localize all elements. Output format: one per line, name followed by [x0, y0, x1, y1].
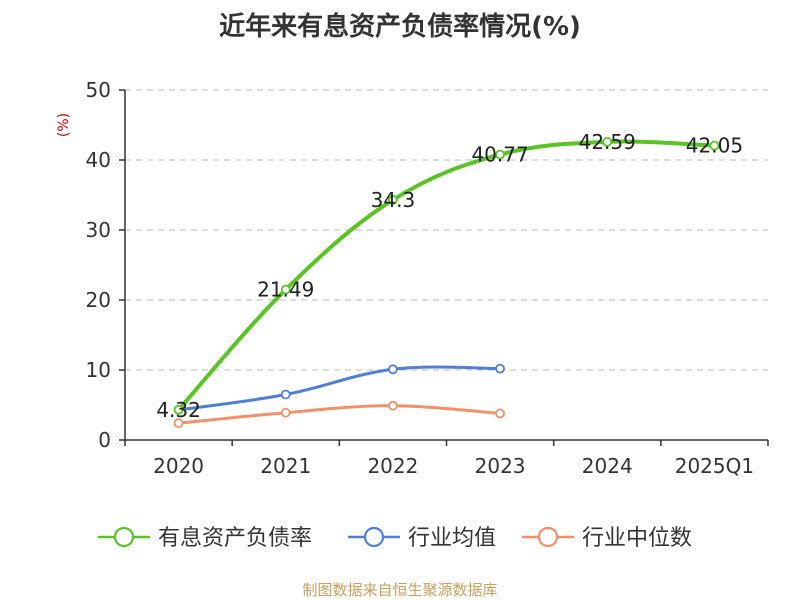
y-tick-label: 0 — [98, 428, 111, 452]
data-label: 42.05 — [686, 134, 743, 158]
series-lines — [177, 139, 715, 425]
legend-label: 有息资产负债率 — [158, 526, 312, 551]
x-tick-label: 2020 — [153, 454, 204, 478]
legend-label: 行业中位数 — [582, 526, 692, 551]
x-tick-label: 2025Q1 — [675, 454, 754, 478]
series-points — [173, 136, 720, 429]
legend-marker — [113, 526, 135, 548]
series-industry-median-line — [178, 404, 501, 425]
axes: 0 10 20 30 40 50 2020 2021 2022 2023 2024 2025Q1 — [86, 78, 769, 478]
grid-lines — [125, 89, 768, 371]
data-label: 40.77 — [471, 143, 528, 167]
data-label: 4.32 — [156, 398, 201, 422]
legend-industry-median: 行业中位数 — [522, 526, 692, 551]
series-debt-ratio-point — [388, 194, 398, 205]
x-tick-label: 2022 — [367, 454, 418, 478]
legend-debt-ratio: 有息资产负债率 — [98, 526, 312, 551]
series-industry-median-point — [173, 418, 184, 429]
x-tick-label: 2023 — [475, 454, 526, 478]
series-industry-median-point — [280, 407, 291, 418]
chart-title: 近年来有息资产负债率情况(%) — [219, 12, 581, 42]
source-note: 制图数据来自恒生聚源数据库 — [302, 581, 497, 599]
legend-marker — [363, 526, 385, 548]
y-axis-label: (%) — [56, 113, 72, 137]
legend-marker — [537, 526, 559, 548]
x-tick-label: 2021 — [260, 454, 311, 478]
y-tick-label: 50 — [86, 78, 111, 102]
y-tick-label: 40 — [86, 148, 111, 172]
y-tick-label: 20 — [86, 288, 111, 312]
series-industry-avg-line — [178, 365, 501, 412]
series-debt-ratio-point — [709, 140, 720, 151]
series-industry-median-point — [388, 400, 398, 411]
series-debt-ratio-point — [173, 404, 184, 415]
data-label: 34.3 — [371, 188, 416, 212]
data-label: 21.49 — [257, 278, 314, 302]
legend-industry-avg: 行业均值 — [348, 526, 496, 551]
series-industry-avg-point — [495, 363, 505, 374]
series-debt-ratio-line — [177, 139, 715, 412]
x-tick-label: 2024 — [582, 454, 633, 478]
legend-label: 行业均值 — [408, 526, 496, 551]
y-tick-label: 10 — [86, 358, 111, 382]
series-debt-ratio-point — [495, 149, 505, 160]
legend: 有息资产负债率 行业均值 行业中位数 — [98, 526, 692, 551]
data-labels: 4.32 21.49 34.3 40.77 42.59 42.05 — [156, 130, 743, 422]
series-industry-avg-point — [280, 389, 291, 400]
series-debt-ratio-point — [602, 136, 613, 147]
data-label: 42.59 — [579, 130, 636, 154]
y-tick-label: 30 — [86, 218, 111, 242]
series-industry-avg-point — [388, 364, 398, 375]
series-debt-ratio-point — [280, 284, 291, 295]
series-industry-median-point — [495, 408, 505, 419]
